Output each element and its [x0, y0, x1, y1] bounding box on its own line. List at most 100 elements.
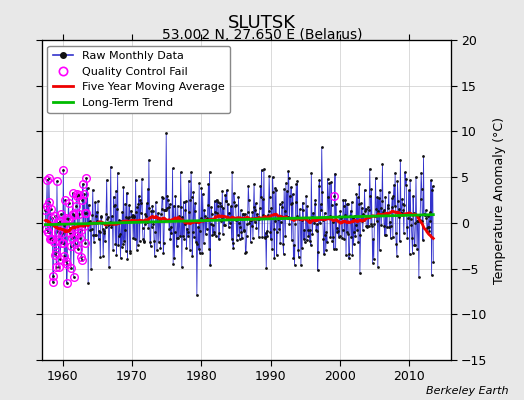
Point [144, 225, 152, 231]
Point [202, 226, 211, 232]
Point [145, 204, 154, 211]
Point [429, 183, 437, 189]
Point [325, 212, 334, 219]
Point [127, 207, 135, 214]
Point [267, 204, 276, 211]
Point [385, 224, 394, 231]
Point [177, 204, 185, 210]
Point [299, 206, 308, 213]
Point [289, 255, 298, 262]
Point [214, 203, 223, 209]
Point [395, 206, 403, 212]
Point [44, 229, 52, 235]
Point [428, 186, 436, 193]
Point [340, 202, 348, 209]
Point [101, 224, 110, 230]
Point [79, 223, 88, 229]
Point [268, 246, 276, 252]
Point [128, 214, 136, 220]
Point [408, 250, 417, 256]
Point [286, 200, 294, 207]
Point [107, 213, 116, 219]
Point [233, 237, 241, 244]
Point [140, 238, 148, 244]
Point [237, 207, 245, 213]
Point [245, 220, 254, 226]
Point [355, 201, 363, 208]
Point [410, 242, 419, 248]
Point [84, 280, 92, 287]
Point [233, 215, 242, 221]
Point [265, 173, 274, 179]
Point [400, 202, 409, 208]
Point [90, 239, 98, 245]
Point [247, 216, 255, 223]
Point [243, 221, 252, 228]
Point [121, 201, 129, 207]
Point [302, 237, 311, 244]
Point [86, 227, 94, 234]
Point [291, 198, 300, 205]
Point [411, 220, 420, 226]
Point [103, 216, 112, 222]
Point [74, 230, 83, 236]
Point [355, 180, 364, 187]
Point [418, 186, 426, 192]
Point [305, 238, 314, 245]
Point [409, 210, 418, 217]
Point [323, 176, 332, 182]
Point [312, 226, 320, 233]
Point [45, 175, 53, 181]
Point [334, 234, 343, 240]
Point [181, 206, 190, 213]
Point [390, 203, 399, 209]
Point [177, 169, 185, 175]
Point [277, 213, 286, 219]
Point [216, 203, 225, 209]
Point [123, 256, 132, 262]
Point [255, 234, 263, 240]
Point [303, 203, 311, 210]
Point [381, 194, 389, 200]
Point [398, 196, 406, 202]
Point [275, 201, 283, 208]
Point [343, 229, 352, 235]
Point [195, 250, 204, 256]
Point [424, 212, 432, 219]
Point [112, 252, 121, 258]
Point [150, 253, 159, 260]
Point [241, 249, 249, 256]
Point [364, 223, 373, 229]
Point [118, 209, 126, 215]
Point [61, 197, 69, 203]
Point [362, 206, 370, 212]
Point [260, 166, 268, 172]
Point [200, 207, 209, 213]
Point [335, 233, 344, 239]
Point [150, 238, 158, 244]
Point [137, 210, 145, 216]
Point [375, 247, 384, 253]
Point [191, 200, 199, 206]
Point [178, 214, 187, 220]
Point [120, 237, 128, 244]
Point [92, 213, 100, 219]
Point [105, 220, 114, 227]
Point [55, 238, 63, 244]
Point [425, 228, 433, 234]
Point [297, 217, 305, 223]
Point [252, 225, 260, 232]
Point [146, 238, 154, 245]
Point [391, 170, 399, 176]
Point [66, 225, 74, 231]
Point [166, 236, 174, 242]
Point [153, 247, 161, 254]
Point [274, 214, 282, 221]
Point [284, 168, 292, 174]
Point [179, 198, 188, 205]
Point [317, 207, 325, 214]
Point [360, 217, 368, 223]
Point [116, 255, 125, 261]
Point [78, 256, 86, 263]
Point [322, 247, 330, 253]
